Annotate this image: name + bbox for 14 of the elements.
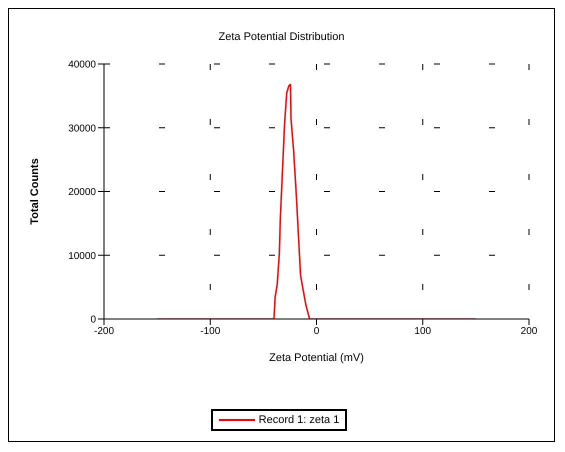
- x-tick-label: 200: [520, 326, 538, 338]
- x-axis-title: Zeta Potential (mV): [269, 352, 364, 364]
- x-tick-label: 0: [314, 326, 320, 338]
- y-tick-label: 0: [90, 314, 96, 326]
- y-tick-label: 30000: [68, 123, 96, 134]
- y-tick-label: 10000: [68, 250, 96, 262]
- legend-label: Record 1: zeta 1: [258, 414, 340, 426]
- y-tick-label: 40000: [68, 60, 96, 71]
- y-tick-label: 20000: [68, 187, 96, 198]
- y-axis-title: Total Counts: [28, 158, 41, 225]
- x-tick-label: 100: [414, 326, 432, 338]
- chart-title: Zeta Potential Distribution: [218, 31, 346, 43]
- x-tick-label: -200: [94, 326, 114, 338]
- x-tick-label: -100: [200, 326, 221, 338]
